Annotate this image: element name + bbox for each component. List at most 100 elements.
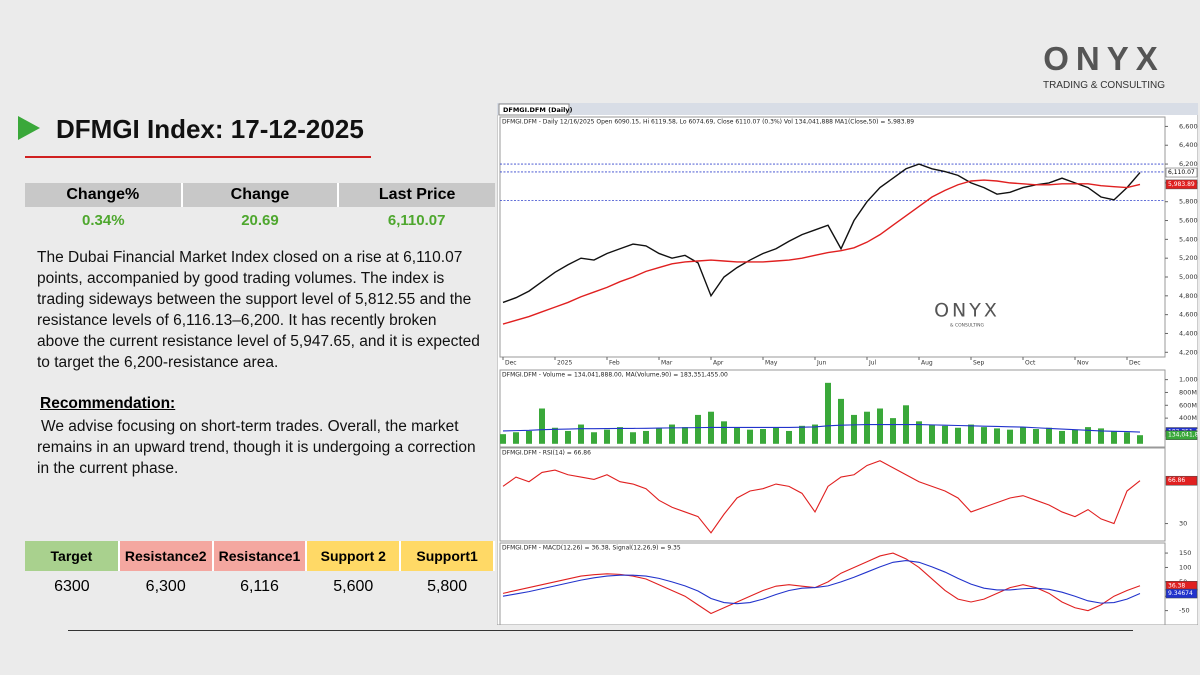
summary-header: Change% Change Last Price [25, 183, 495, 207]
panel-header: DFMGI.DFM - RSI(14) = 66.86 [502, 450, 591, 457]
trading-chart: DFMGI.DFM (Daily) DFMGI.DFM - Daily 12/16… [497, 103, 1198, 625]
y-tick-label: 600M [1179, 401, 1197, 409]
x-tick-label: Dec [1129, 360, 1141, 367]
y-tick-label: 400M [1179, 414, 1197, 422]
volume-bar [1124, 432, 1130, 444]
header-cell: Change% [25, 183, 183, 207]
panel-frame [499, 542, 1166, 625]
volume-bar [513, 432, 519, 444]
series-line [502, 559, 1141, 605]
value-box [1165, 430, 1198, 440]
recommendation-heading: Recommendation: [40, 395, 176, 412]
volume-bar [669, 424, 675, 444]
volume-bar [799, 425, 805, 444]
chart-tab-bar [497, 103, 1198, 115]
y-tick-label: 6,200 [1179, 160, 1198, 168]
logo-tagline: TRADING & CONSULTING [1042, 80, 1166, 91]
x-tick-label: Feb [609, 360, 620, 367]
x-tick-label: Nov [1077, 360, 1089, 367]
level-value: 6,300 [145, 578, 186, 595]
y-tick-label: 800M [1179, 388, 1197, 396]
y-tick-label: 5,400 [1179, 235, 1198, 243]
volume-bar [643, 430, 649, 444]
y-tick-label: 100 [1179, 563, 1191, 571]
x-tick-label: Mar [661, 360, 673, 367]
level-value: 5,800 [427, 578, 468, 595]
level-header: Resistance2 [118, 541, 214, 571]
series-line [502, 423, 1141, 433]
volume-bar [552, 427, 558, 444]
y-tick-label: 4,600 [1179, 311, 1198, 319]
volume-bar [981, 427, 987, 444]
volume-bar [747, 429, 753, 444]
y-tick-label: 5,000 [1179, 273, 1198, 281]
levels-header: Target Resistance2 Resistance1 Support 2 Sup… [25, 541, 495, 571]
header-cell: Last Price [378, 186, 456, 203]
volume-bar [682, 427, 688, 444]
volume-bar [578, 424, 584, 444]
volume-bar [955, 427, 961, 444]
title-underline [25, 156, 371, 158]
y-tick-label: 1,000M [1179, 376, 1198, 384]
summary-row: 0.34% 20.69 6,110.07 [25, 207, 495, 233]
y-tick-label: 5,800 [1179, 198, 1198, 206]
value-box-label: 5,983.89 [1168, 181, 1195, 188]
volume-bar [994, 428, 1000, 444]
y-tick-label: 6,400 [1179, 141, 1198, 149]
volume-bar [786, 430, 792, 444]
volume-bar [1072, 429, 1078, 444]
panel-frame [499, 116, 1166, 358]
volume-bar [1046, 427, 1052, 444]
volume-bar [838, 398, 844, 444]
volume-bar [617, 427, 623, 444]
y-tick-label: 4,800 [1179, 292, 1198, 300]
panel-frame [499, 369, 1166, 448]
levels-table: Target Resistance2 Resistance1 Support 2 Sup… [25, 541, 495, 603]
watermark: ONYX [934, 300, 1000, 322]
y-tick-label: -50 [1179, 607, 1190, 615]
logo: ONYX TRADING & CONSULTING [1034, 40, 1174, 91]
series-line [502, 552, 1141, 615]
volume-bar [929, 424, 935, 444]
panel-header: DFMGI.DFM - Daily 12/16/2025 Open 6090.1… [502, 119, 914, 126]
x-tick-label: Oct [1025, 360, 1036, 367]
y-tick-label: 5,200 [1179, 254, 1198, 262]
volume-bar [500, 434, 506, 444]
y-tick-label: 5,600 [1179, 217, 1198, 225]
volume-bar [1085, 427, 1091, 444]
value-box-label: 6,110.07 [1168, 169, 1195, 176]
y-tick-label: 30 [1179, 520, 1187, 528]
chart-tab-label: DFMGI.DFM (Daily) [503, 106, 573, 114]
volume-bar [773, 427, 779, 444]
x-tick-label: Aug [921, 360, 933, 367]
volume-bar [604, 429, 610, 444]
y-tick-label: 4,200 [1179, 348, 1198, 356]
value-cell: 20.69 [241, 211, 279, 229]
y-tick-label: 4,400 [1179, 329, 1198, 337]
chart-tab [498, 103, 570, 116]
volume-bar [591, 432, 597, 444]
value-box-label: 36.38 [1168, 582, 1185, 589]
value-box-label: 9.34674 [1168, 590, 1193, 597]
volume-bar [526, 430, 532, 444]
volume-bar [1033, 429, 1039, 444]
volume-bar [1020, 427, 1026, 444]
volume-bar [695, 414, 701, 444]
level-value: 5,600 [333, 578, 374, 595]
volume-bar [968, 424, 974, 444]
volume-bar [721, 421, 727, 444]
volume-bar [864, 411, 870, 444]
volume-bar [916, 421, 922, 444]
volume-bar [630, 432, 636, 444]
value-box [1165, 588, 1198, 599]
value-box [1165, 475, 1198, 486]
header-cell: Change [181, 183, 340, 207]
logo-name: ONYX [1043, 40, 1165, 77]
x-tick-label: May [765, 360, 778, 367]
volume-bar [1098, 428, 1104, 444]
volume-bar [1007, 429, 1013, 444]
volume-bar [942, 425, 948, 444]
x-tick-label: 2025 [557, 360, 572, 367]
volume-bar [539, 408, 545, 444]
